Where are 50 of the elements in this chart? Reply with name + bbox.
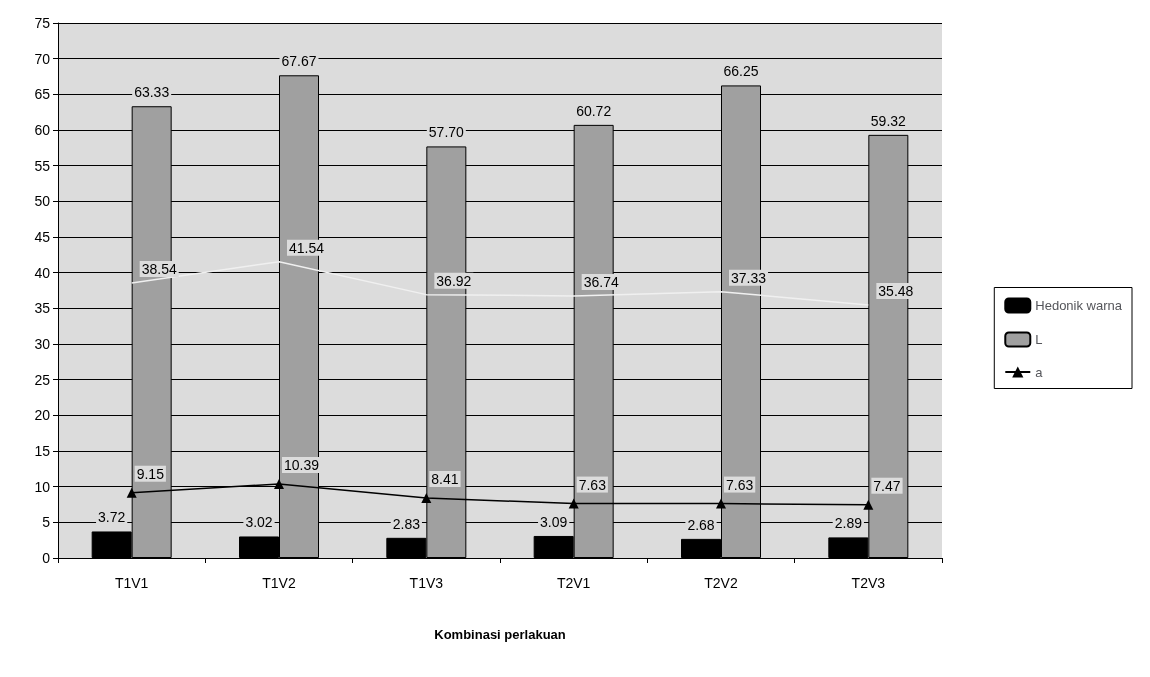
legend-label: L: [1035, 332, 1043, 347]
data-label: 63.33: [134, 84, 170, 101]
y-tick-label: 75: [34, 15, 51, 31]
data-label: 36.74: [583, 273, 619, 290]
data-label: 3.72: [98, 509, 126, 526]
y-tick-label: 0: [42, 550, 51, 566]
x-tick-label: T2V3: [851, 575, 886, 591]
y-tick-label: 20: [34, 407, 51, 424]
y-tick-label: 5: [42, 514, 51, 531]
x-tick-label: T2V1: [556, 575, 591, 591]
y-tick-label: 60: [34, 122, 51, 138]
y-tick-label: 50: [34, 193, 51, 210]
data-label: 35.48: [878, 282, 914, 299]
x-axis-title: Kombinasi perlakuan: [434, 627, 566, 642]
y-tick-label: 35: [34, 300, 51, 317]
data-label: 10.39: [284, 456, 320, 473]
legend-label: a: [1035, 364, 1044, 380]
data-label: 38.54: [141, 261, 177, 278]
y-tick-label: 25: [34, 371, 51, 388]
data-label: 7.47: [873, 477, 901, 494]
data-label: 37.33: [731, 269, 767, 286]
y-tick-label: 70: [34, 50, 51, 67]
data-label: 41.54: [289, 239, 325, 256]
x-tick-label: T1V1: [114, 575, 149, 591]
y-tick-label: 65: [34, 86, 51, 103]
data-label: 9.15: [136, 465, 165, 482]
data-label: 2.83: [392, 515, 421, 532]
x-tick-label: T1V3: [409, 575, 444, 591]
data-label: 60.72: [576, 102, 612, 119]
legend-label: Hedonik warna: [1035, 298, 1123, 313]
y-tick-label: 10: [34, 478, 51, 495]
data-label: 3.02: [245, 514, 273, 531]
y-tick-label: 55: [34, 157, 51, 174]
data-label: 8.41: [431, 471, 459, 488]
data-label: 59.32: [870, 112, 907, 129]
data-label: 36.92: [436, 272, 472, 289]
y-tick-label: 40: [34, 264, 51, 281]
data-label: 2.89: [834, 515, 863, 532]
data-label: 67.67: [281, 53, 317, 70]
y-tick-label: 30: [34, 336, 51, 352]
x-tick-label: T1V2: [262, 575, 296, 591]
data-label: 2.68: [687, 516, 715, 533]
data-label: 7.63: [578, 476, 607, 493]
data-label: 66.25: [723, 63, 759, 80]
x-tick-label: T2V2: [704, 575, 738, 591]
y-tick-label: 15: [34, 443, 51, 459]
y-tick-label: 45: [34, 229, 51, 245]
data-label: 3.09: [540, 513, 568, 530]
data-label: 57.70: [428, 124, 465, 141]
data-label: 7.63: [726, 476, 754, 493]
